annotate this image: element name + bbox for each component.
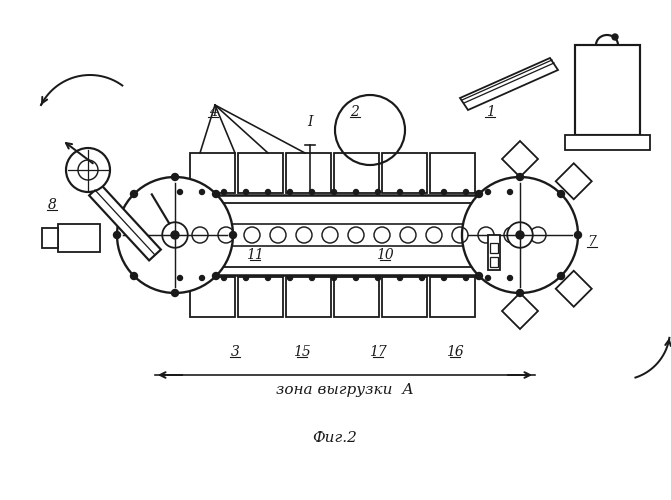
Circle shape xyxy=(516,231,524,239)
Bar xyxy=(188,224,554,246)
Circle shape xyxy=(199,190,205,194)
Bar xyxy=(286,153,331,193)
Circle shape xyxy=(376,276,380,280)
Bar xyxy=(490,257,498,267)
Circle shape xyxy=(354,190,358,194)
Circle shape xyxy=(221,190,227,194)
Bar xyxy=(490,243,498,253)
Circle shape xyxy=(172,174,178,180)
Bar xyxy=(238,277,283,317)
Circle shape xyxy=(574,232,582,238)
Text: 11: 11 xyxy=(246,248,264,262)
Circle shape xyxy=(462,177,578,293)
Text: 16: 16 xyxy=(446,345,464,359)
Circle shape xyxy=(464,276,468,280)
Circle shape xyxy=(130,190,138,198)
Circle shape xyxy=(221,276,227,280)
Circle shape xyxy=(178,190,183,194)
Circle shape xyxy=(419,190,425,194)
Bar xyxy=(334,277,379,317)
Text: 3: 3 xyxy=(231,345,240,359)
Polygon shape xyxy=(89,184,161,260)
Circle shape xyxy=(130,272,138,280)
Circle shape xyxy=(287,276,293,280)
Text: 8: 8 xyxy=(48,198,56,212)
Circle shape xyxy=(612,34,618,40)
Circle shape xyxy=(331,276,336,280)
Circle shape xyxy=(266,190,270,194)
Text: I: I xyxy=(307,115,313,129)
Circle shape xyxy=(486,190,491,194)
Circle shape xyxy=(213,272,219,280)
Circle shape xyxy=(397,190,403,194)
Bar xyxy=(565,135,650,150)
Text: 2: 2 xyxy=(350,105,360,119)
Circle shape xyxy=(419,276,425,280)
Circle shape xyxy=(287,190,293,194)
Circle shape xyxy=(517,290,523,296)
Text: 4: 4 xyxy=(209,105,217,119)
Bar xyxy=(575,45,640,135)
Circle shape xyxy=(244,190,248,194)
Text: 17: 17 xyxy=(369,345,387,359)
Circle shape xyxy=(464,190,468,194)
Text: 10: 10 xyxy=(376,248,394,262)
Circle shape xyxy=(213,190,219,198)
Polygon shape xyxy=(502,141,538,177)
Circle shape xyxy=(199,276,205,280)
Circle shape xyxy=(442,276,446,280)
Text: Фиг.2: Фиг.2 xyxy=(313,431,358,445)
Circle shape xyxy=(558,190,564,198)
Bar xyxy=(238,153,283,193)
Circle shape xyxy=(331,190,336,194)
Circle shape xyxy=(244,276,248,280)
Bar xyxy=(334,153,379,193)
Bar xyxy=(488,235,500,270)
Circle shape xyxy=(507,222,533,248)
Circle shape xyxy=(178,276,183,280)
Text: зона выгрузки  А: зона выгрузки А xyxy=(276,383,414,397)
Bar xyxy=(286,277,331,317)
Circle shape xyxy=(66,148,110,192)
Circle shape xyxy=(171,231,179,239)
Circle shape xyxy=(309,276,315,280)
Circle shape xyxy=(354,276,358,280)
Circle shape xyxy=(397,276,403,280)
Circle shape xyxy=(558,272,564,280)
Circle shape xyxy=(266,276,270,280)
Circle shape xyxy=(507,276,513,280)
Text: 7: 7 xyxy=(588,235,597,249)
Bar xyxy=(190,277,235,317)
Circle shape xyxy=(117,177,233,293)
Polygon shape xyxy=(556,164,592,200)
Circle shape xyxy=(172,290,178,296)
Circle shape xyxy=(476,190,482,198)
Text: 6: 6 xyxy=(209,248,217,262)
Circle shape xyxy=(486,276,491,280)
Circle shape xyxy=(113,232,121,238)
Polygon shape xyxy=(460,58,558,110)
Bar xyxy=(382,277,427,317)
Circle shape xyxy=(376,190,380,194)
Bar xyxy=(190,153,235,193)
Circle shape xyxy=(442,190,446,194)
Text: 1: 1 xyxy=(486,105,495,119)
Circle shape xyxy=(162,222,188,248)
Circle shape xyxy=(229,232,236,238)
Polygon shape xyxy=(502,293,538,329)
Circle shape xyxy=(517,174,523,180)
Circle shape xyxy=(309,190,315,194)
Bar xyxy=(430,153,475,193)
Circle shape xyxy=(507,190,513,194)
Bar xyxy=(58,224,100,252)
Polygon shape xyxy=(556,270,592,306)
Text: 15: 15 xyxy=(293,345,311,359)
Bar xyxy=(430,277,475,317)
Circle shape xyxy=(476,272,482,280)
Bar xyxy=(382,153,427,193)
Bar xyxy=(42,228,58,248)
